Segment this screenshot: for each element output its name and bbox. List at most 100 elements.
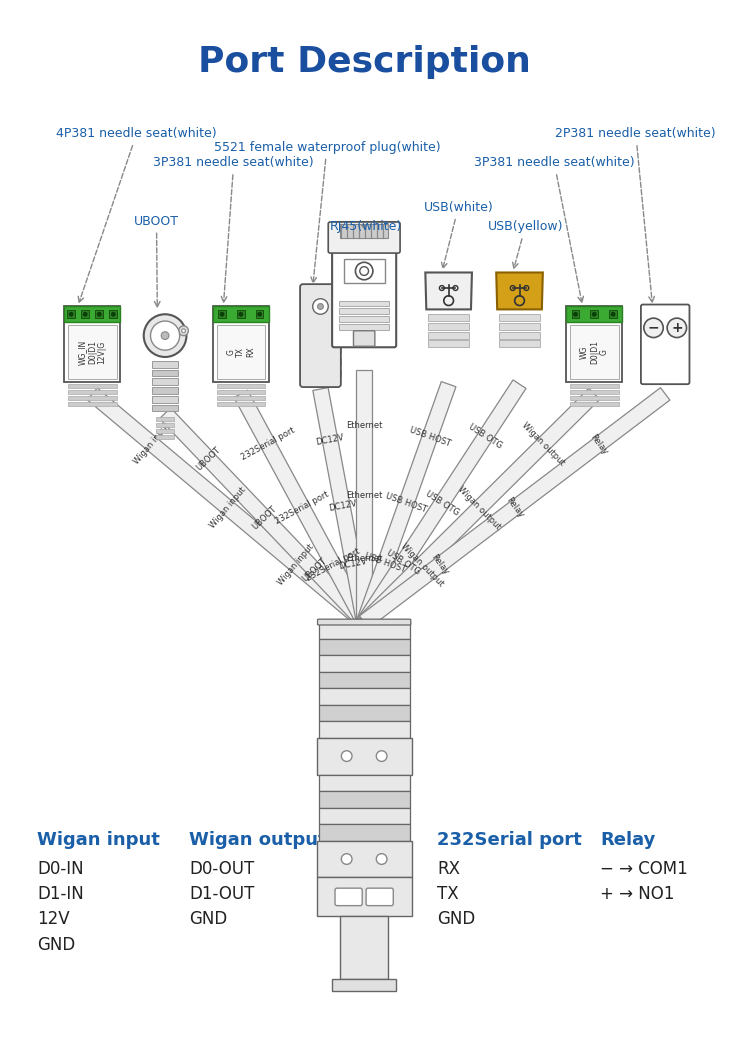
- Bar: [256, 310, 263, 319]
- Bar: [156, 417, 174, 421]
- Circle shape: [360, 266, 368, 276]
- Bar: [319, 808, 410, 824]
- Polygon shape: [358, 389, 600, 628]
- Bar: [237, 310, 244, 319]
- Bar: [319, 655, 410, 672]
- Text: Wigan output: Wigan output: [189, 831, 327, 849]
- Text: USB OTG: USB OTG: [424, 489, 460, 518]
- Text: GND: GND: [437, 911, 476, 929]
- Bar: [68, 385, 116, 388]
- Bar: [152, 378, 178, 385]
- Text: UBOOT: UBOOT: [195, 445, 223, 473]
- Text: Wigan output: Wigan output: [398, 542, 445, 588]
- Circle shape: [341, 750, 352, 762]
- Bar: [428, 341, 469, 347]
- Bar: [213, 306, 269, 383]
- Circle shape: [97, 312, 102, 316]
- Bar: [646, 372, 684, 376]
- Text: 12V|G: 12V|G: [98, 341, 106, 364]
- Bar: [570, 325, 619, 379]
- Bar: [64, 306, 121, 383]
- Bar: [319, 791, 410, 808]
- Bar: [300, 370, 340, 376]
- Bar: [319, 689, 410, 704]
- Bar: [300, 323, 340, 330]
- Text: Port Description: Port Description: [198, 45, 530, 79]
- Bar: [500, 332, 540, 339]
- FancyBboxPatch shape: [300, 284, 340, 387]
- Text: GND: GND: [37, 936, 75, 954]
- Circle shape: [178, 326, 188, 335]
- Text: Wigan input: Wigan input: [209, 485, 248, 530]
- Text: USB HOST: USB HOST: [408, 425, 452, 447]
- Bar: [213, 306, 269, 322]
- Circle shape: [220, 312, 224, 316]
- Text: DC12V: DC12V: [315, 433, 345, 447]
- Circle shape: [82, 312, 88, 316]
- Text: 232Serial port: 232Serial port: [305, 547, 362, 583]
- Bar: [340, 916, 388, 980]
- Bar: [68, 390, 116, 394]
- FancyBboxPatch shape: [353, 331, 375, 346]
- Circle shape: [356, 262, 373, 280]
- Text: TX: TX: [236, 347, 245, 357]
- Text: 4P381 needle seat(white): 4P381 needle seat(white): [56, 127, 217, 303]
- Bar: [152, 387, 178, 394]
- Bar: [646, 378, 684, 383]
- Bar: [646, 367, 684, 371]
- Circle shape: [238, 312, 243, 316]
- Bar: [68, 401, 116, 406]
- Text: RX: RX: [246, 347, 255, 357]
- Circle shape: [376, 854, 387, 865]
- FancyBboxPatch shape: [641, 305, 689, 385]
- Bar: [156, 423, 174, 427]
- Bar: [64, 306, 121, 322]
- Bar: [500, 314, 540, 321]
- Bar: [217, 325, 265, 379]
- Bar: [156, 435, 174, 438]
- Polygon shape: [496, 272, 543, 309]
- Bar: [316, 877, 412, 916]
- Text: WG: WG: [580, 346, 589, 358]
- Bar: [500, 341, 540, 347]
- Circle shape: [592, 312, 597, 316]
- Text: D1-OUT: D1-OUT: [189, 886, 255, 903]
- Bar: [339, 301, 389, 306]
- Text: RJ45(white): RJ45(white): [330, 220, 403, 234]
- Text: 232Serial port: 232Serial port: [437, 831, 582, 849]
- Polygon shape: [357, 381, 456, 625]
- Bar: [217, 385, 265, 388]
- Text: Ethernet: Ethernet: [346, 420, 382, 430]
- Bar: [570, 385, 619, 388]
- Text: Relay: Relay: [588, 432, 610, 456]
- FancyBboxPatch shape: [335, 888, 362, 905]
- Circle shape: [573, 312, 578, 316]
- Text: 232Serial port: 232Serial port: [239, 425, 296, 462]
- Circle shape: [313, 299, 328, 314]
- Bar: [332, 980, 396, 991]
- Bar: [95, 310, 104, 319]
- Text: Wigan input: Wigan input: [37, 831, 160, 849]
- Bar: [156, 429, 174, 433]
- Text: Ethernet: Ethernet: [346, 492, 382, 500]
- Bar: [68, 396, 116, 399]
- Bar: [152, 396, 178, 402]
- Circle shape: [111, 312, 116, 316]
- Circle shape: [144, 314, 187, 357]
- Bar: [428, 323, 469, 330]
- Polygon shape: [234, 390, 371, 626]
- Bar: [339, 308, 389, 314]
- Bar: [217, 401, 265, 406]
- Text: USB HOST: USB HOST: [364, 551, 407, 574]
- Text: Wigan input: Wigan input: [277, 543, 316, 587]
- FancyBboxPatch shape: [317, 619, 411, 625]
- Text: D0-OUT: D0-OUT: [189, 860, 254, 878]
- Bar: [428, 314, 469, 321]
- Bar: [316, 738, 412, 774]
- Text: UBOOT: UBOOT: [301, 556, 328, 584]
- Bar: [68, 325, 116, 379]
- Text: D0|D1: D0|D1: [88, 341, 97, 364]
- Bar: [300, 358, 340, 365]
- Circle shape: [69, 312, 74, 316]
- Circle shape: [610, 312, 616, 316]
